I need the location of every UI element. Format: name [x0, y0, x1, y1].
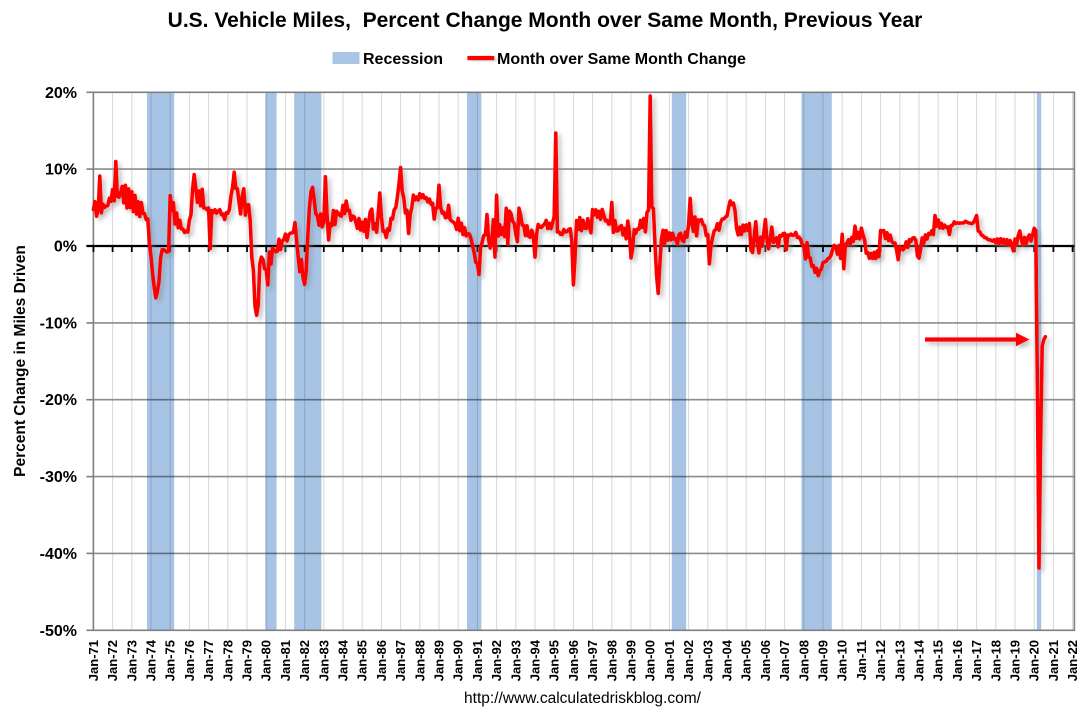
svg-text:Jan-15: Jan-15	[931, 640, 946, 681]
svg-text:Month over Same Month Change: Month over Same Month Change	[497, 51, 746, 68]
svg-text:-20%: -20%	[40, 392, 77, 409]
svg-text:Jan-84: Jan-84	[336, 639, 351, 681]
svg-text:Jan-88: Jan-88	[412, 640, 427, 681]
svg-text:Jan-76: Jan-76	[182, 640, 197, 681]
svg-text:Jan-94: Jan-94	[528, 639, 543, 681]
svg-text:Jan-20: Jan-20	[1027, 640, 1042, 681]
svg-text:Jan-95: Jan-95	[547, 640, 562, 681]
svg-text:-10%: -10%	[40, 315, 77, 332]
svg-text:Jan-18: Jan-18	[988, 640, 1003, 681]
svg-text:-40%: -40%	[40, 546, 77, 563]
svg-text:Jan-99: Jan-99	[624, 640, 639, 681]
svg-text:Jan-10: Jan-10	[835, 640, 850, 681]
svg-text:Jan-80: Jan-80	[259, 640, 274, 681]
svg-text:Jan-04: Jan-04	[720, 639, 735, 681]
svg-text:Percent Change in Miles Driven: Percent Change in Miles Driven	[12, 245, 29, 477]
svg-text:Jan-72: Jan-72	[105, 640, 120, 681]
svg-text:20%: 20%	[45, 85, 77, 102]
svg-text:Jan-17: Jan-17	[969, 640, 984, 681]
svg-text:Jan-86: Jan-86	[374, 640, 389, 681]
svg-text:Jan-96: Jan-96	[566, 640, 581, 681]
svg-text:Jan-82: Jan-82	[297, 640, 312, 681]
svg-text:Recession: Recession	[363, 51, 443, 68]
svg-text:U.S. Vehicle Miles, Percent C: U.S. Vehicle Miles, Percent Change Month…	[168, 9, 923, 32]
svg-text:Jan-78: Jan-78	[220, 640, 235, 681]
svg-text:Jan-77: Jan-77	[201, 640, 216, 681]
svg-text:Jan-09: Jan-09	[816, 640, 831, 681]
svg-text:Jan-12: Jan-12	[873, 640, 888, 681]
svg-text:Jan-06: Jan-06	[758, 640, 773, 681]
svg-text:-30%: -30%	[40, 469, 77, 486]
svg-text:Jan-73: Jan-73	[124, 640, 139, 681]
svg-text:Jan-83: Jan-83	[316, 640, 331, 681]
svg-text:Jan-74: Jan-74	[144, 639, 159, 681]
svg-text:Jan-00: Jan-00	[643, 640, 658, 681]
svg-text:Jan-93: Jan-93	[508, 640, 523, 681]
svg-text:10%: 10%	[45, 162, 77, 179]
svg-text:Jan-07: Jan-07	[777, 640, 792, 681]
svg-text:0%: 0%	[54, 239, 77, 256]
svg-text:-50%: -50%	[40, 623, 77, 640]
svg-text:Jan-91: Jan-91	[470, 640, 485, 681]
svg-text:Jan-87: Jan-87	[393, 640, 408, 681]
svg-text:Jan-03: Jan-03	[700, 640, 715, 681]
svg-text:Jan-21: Jan-21	[1046, 640, 1061, 681]
svg-text:Jan-75: Jan-75	[163, 640, 178, 681]
svg-text:Jan-81: Jan-81	[278, 640, 293, 681]
svg-text:Jan-85: Jan-85	[355, 640, 370, 681]
svg-text:Jan-89: Jan-89	[432, 640, 447, 681]
svg-text:http://www.calculatedriskblog.: http://www.calculatedriskblog.com/	[464, 690, 702, 707]
svg-text:Jan-16: Jan-16	[950, 640, 965, 681]
svg-text:Jan-71: Jan-71	[86, 640, 101, 681]
svg-text:Jan-01: Jan-01	[662, 640, 677, 681]
svg-text:Jan-98: Jan-98	[604, 640, 619, 681]
svg-text:Jan-11: Jan-11	[854, 640, 869, 680]
svg-text:Jan-22: Jan-22	[1065, 640, 1080, 681]
svg-text:Jan-79: Jan-79	[240, 640, 255, 681]
svg-text:Jan-90: Jan-90	[451, 640, 466, 681]
svg-text:Jan-92: Jan-92	[489, 640, 504, 681]
svg-text:Jan-13: Jan-13	[892, 640, 907, 681]
svg-text:Jan-02: Jan-02	[681, 640, 696, 681]
svg-text:Jan-14: Jan-14	[912, 639, 927, 681]
svg-text:Jan-08: Jan-08	[796, 640, 811, 681]
svg-text:Jan-19: Jan-19	[1008, 640, 1023, 681]
svg-text:Jan-97: Jan-97	[585, 640, 600, 681]
svg-text:Jan-05: Jan-05	[739, 640, 754, 681]
